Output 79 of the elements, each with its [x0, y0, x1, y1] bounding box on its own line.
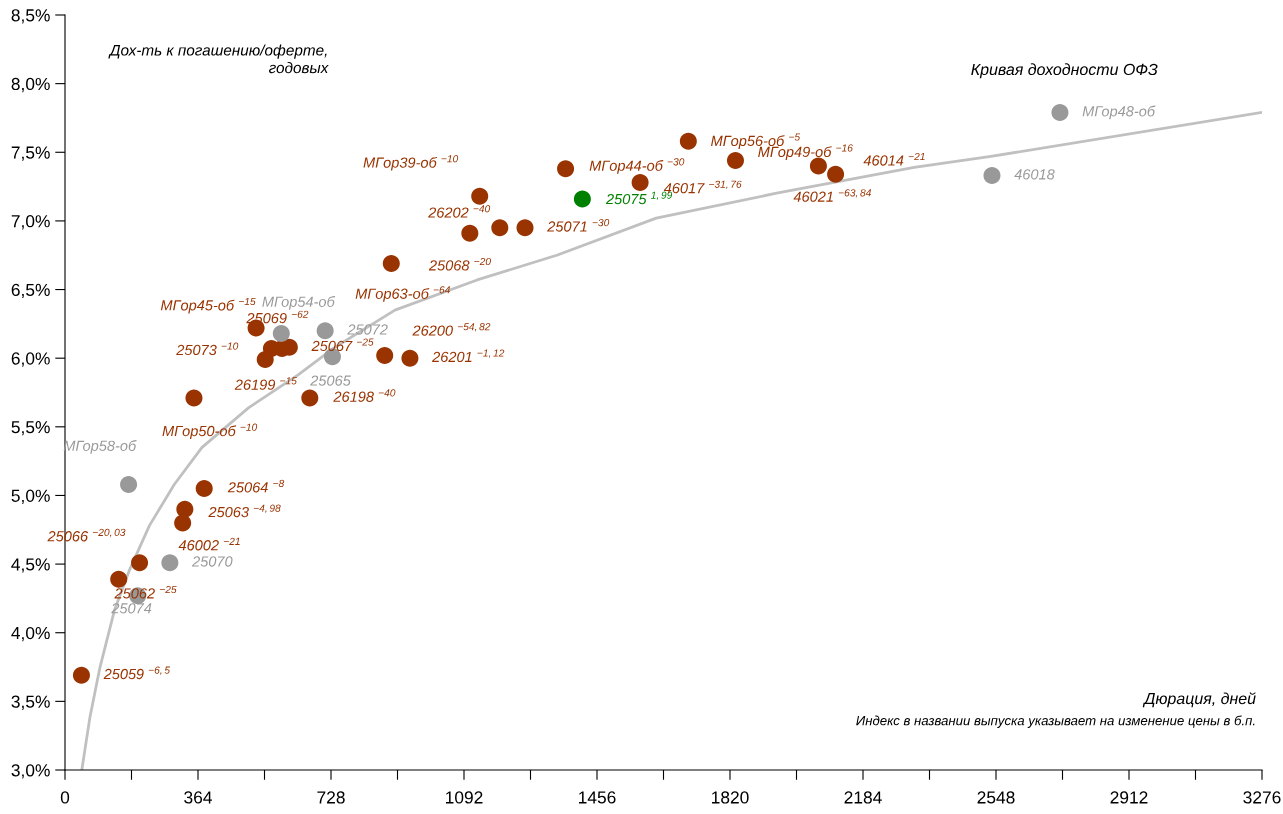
- annotation: 25059 $^{−6,5}$: [103, 666, 171, 680]
- y-tick-label: 5,0%: [11, 489, 50, 504]
- point: [573, 190, 591, 208]
- point: [557, 160, 575, 178]
- annotation: 25070: [192, 556, 233, 567]
- annotation: 25065: [310, 375, 351, 386]
- annotation: 26200 $^{−54,82}$: [412, 323, 491, 336]
- y-tick-label: 3,0%: [11, 764, 50, 779]
- x-tick-label: 2184: [844, 791, 882, 804]
- annotation: 26202 $^{−40}$: [428, 205, 491, 218]
- point: [726, 152, 744, 170]
- point: [491, 219, 509, 237]
- y-tick-label: 7,0%: [11, 215, 50, 230]
- annotation: 25063 $^{−4,98}$: [208, 504, 281, 518]
- y-tick-label: 6,0%: [11, 352, 50, 367]
- x-tick-label: 2912: [1110, 791, 1148, 804]
- point: [256, 351, 274, 369]
- annotation: 26201 $^{−1,12}$: [432, 349, 505, 363]
- y-tick-label: 4,5%: [11, 558, 50, 573]
- annotation: 26199 $^{−15}$: [234, 377, 297, 390]
- x-axis-title: Дюрация, дней: [1142, 692, 1256, 708]
- annotation: МГор54-об: [262, 296, 336, 310]
- x-tick-label: 364: [184, 791, 212, 804]
- y-tick-label: 5,5%: [11, 421, 50, 436]
- annotation: 46018: [1014, 169, 1055, 180]
- point: [827, 165, 845, 183]
- y-tick-label: 8,5%: [11, 9, 50, 24]
- annotation: 46021 $^{−63,84}$: [793, 189, 871, 202]
- point: [461, 224, 479, 242]
- point: [301, 389, 319, 407]
- annotation: МГор44-об $^{−30}$: [589, 158, 685, 174]
- x-tick-label: 728: [317, 791, 345, 804]
- point: [174, 514, 192, 532]
- point: [983, 167, 1001, 185]
- annotation: 25071 $^{−30}$: [547, 219, 610, 232]
- point: [120, 475, 138, 493]
- x-tick-label: 1456: [579, 791, 616, 804]
- annotation: МГор63-об $^{−64}$: [355, 286, 450, 302]
- annotation: МГор50-об $^{−10}$: [162, 423, 258, 440]
- point: [316, 322, 334, 340]
- y-tick-label: 7,5%: [11, 146, 50, 161]
- point: [376, 346, 394, 364]
- annotation: 25073 $^{−10}$: [176, 342, 239, 356]
- annotation: МГор39-об $^{−10}$: [363, 155, 459, 171]
- annotation: 46002 $^{−21}$: [178, 537, 240, 551]
- annotation: 26198 $^{−40}$: [333, 389, 396, 402]
- x-tick-label: 1092: [446, 791, 483, 804]
- point: [471, 187, 489, 205]
- point: [110, 570, 128, 588]
- annotation: МГор48-об: [1082, 105, 1156, 120]
- point: [131, 554, 149, 572]
- point: [401, 349, 419, 367]
- y-axis-title: Дох-ть к погашению/оферте, годовых: [108, 44, 329, 74]
- annotation: МГор45-об $^{−15}$: [160, 297, 256, 314]
- point: [516, 219, 534, 237]
- point: [185, 389, 203, 407]
- x-tick-label: 1820: [712, 791, 749, 804]
- annotation: 25062 $^{−25}$: [114, 585, 177, 599]
- text: Кривая доходности ОФЗ: [971, 63, 1158, 79]
- y-tick-label: 6,5%: [11, 283, 50, 299]
- point: [195, 480, 213, 498]
- point: [679, 132, 697, 150]
- x-tick-label: 2548: [977, 791, 1015, 804]
- y-tick-label: 3,5%: [11, 695, 50, 710]
- annotation: 25068 $^{−20}$: [428, 257, 491, 271]
- annotation: 46014 $^{−21}$: [863, 152, 925, 166]
- point: [382, 254, 400, 272]
- point: [1051, 103, 1069, 121]
- point: [161, 554, 179, 572]
- x-tick-label: 0: [60, 791, 70, 804]
- point: [72, 666, 90, 684]
- annotation: Индекс в названии выпуска указывает на изменение цены в б.п.: [856, 715, 1255, 728]
- point: [272, 324, 290, 342]
- y-tick-label: 4,0%: [11, 626, 50, 642]
- annotation: 25067 $^{−25}$: [311, 338, 374, 352]
- point: [631, 173, 649, 191]
- annotation: 25064 $^{−8}$: [227, 479, 285, 493]
- x-tick-label: 3276: [1243, 791, 1281, 804]
- y-tick-label: 8,0%: [11, 77, 50, 93]
